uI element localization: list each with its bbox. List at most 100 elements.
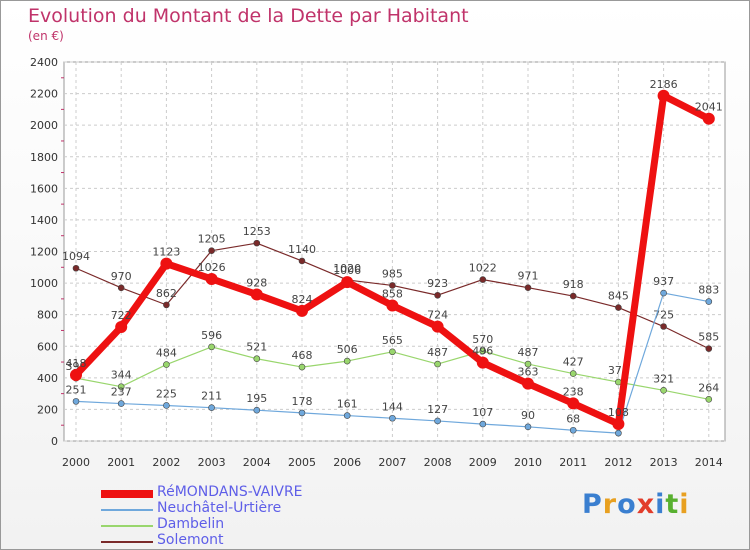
data-point xyxy=(296,304,308,317)
x-tick-label: 2007 xyxy=(378,456,406,469)
data-label: 1140 xyxy=(288,243,316,256)
data-label: 237 xyxy=(111,386,132,399)
data-label: 90 xyxy=(521,409,535,422)
data-label: 496 xyxy=(472,345,493,358)
data-label: 1253 xyxy=(243,225,271,238)
x-tick-label: 2003 xyxy=(198,456,226,469)
y-tick-label: 400 xyxy=(37,372,58,385)
data-point xyxy=(389,282,396,289)
data-point xyxy=(615,429,622,437)
data-point xyxy=(298,363,306,371)
legend-item: Dambelin xyxy=(101,516,421,534)
data-label: 585 xyxy=(698,331,719,344)
logo-letter: o xyxy=(617,489,637,520)
data-label: 225 xyxy=(156,387,177,400)
data-label: 68 xyxy=(566,412,580,425)
data-label: 144 xyxy=(382,400,403,413)
data-label: 487 xyxy=(427,346,448,359)
data-label: 107 xyxy=(472,406,493,419)
data-point xyxy=(117,400,125,407)
data-point xyxy=(615,304,622,311)
data-point xyxy=(163,361,170,368)
data-label: 264 xyxy=(698,381,719,394)
data-label: 487 xyxy=(518,346,539,359)
x-tick-label: 2008 xyxy=(424,456,452,469)
legend-swatch xyxy=(101,525,153,527)
data-label: 1022 xyxy=(469,262,497,275)
x-tick-label: 2014 xyxy=(695,456,723,469)
logo-letter: x xyxy=(636,489,656,520)
data-label: 2041 xyxy=(695,101,723,114)
data-point xyxy=(479,276,487,283)
y-tick-label: 200 xyxy=(37,403,58,416)
data-point xyxy=(160,257,173,270)
data-point xyxy=(522,377,534,390)
data-label: 1123 xyxy=(152,246,180,259)
data-label: 363 xyxy=(518,366,539,379)
data-point xyxy=(208,404,215,411)
y-tick-label: 600 xyxy=(37,340,58,353)
data-label: 570 xyxy=(472,333,493,346)
logo-letter: i xyxy=(679,489,690,520)
data-point xyxy=(389,414,396,422)
data-label: 937 xyxy=(653,275,674,288)
proxiti-logo: Proxiti xyxy=(582,489,690,520)
x-tick-label: 2000 xyxy=(62,456,90,469)
data-point xyxy=(72,398,80,405)
data-point xyxy=(72,264,80,272)
x-tick-label: 2012 xyxy=(604,456,632,469)
data-label: 427 xyxy=(563,356,584,369)
y-tick-label: 2200 xyxy=(30,88,58,101)
data-point xyxy=(479,420,487,428)
data-point xyxy=(341,276,354,289)
y-tick-label: 2400 xyxy=(30,56,58,69)
data-label: 418 xyxy=(66,357,87,370)
data-point xyxy=(567,397,580,410)
data-label: 1006 xyxy=(333,264,361,277)
x-tick-label: 2009 xyxy=(469,456,497,469)
x-tick-label: 2004 xyxy=(243,456,271,469)
data-point xyxy=(117,383,125,390)
line-chart: 0 200 400 600 800 1000 1200 1400 1600 1800 2000 220… xyxy=(30,56,726,469)
data-point xyxy=(434,360,441,368)
data-point xyxy=(705,345,713,352)
data-point xyxy=(117,284,125,292)
legend-label: Neuchâtel-Urtière xyxy=(157,500,282,516)
x-tick-label: 2006 xyxy=(333,456,361,469)
x-tick-label: 2001 xyxy=(107,456,135,469)
y-tick-label: 1200 xyxy=(30,246,58,259)
data-label: 725 xyxy=(653,309,674,322)
data-point xyxy=(389,348,396,356)
x-tick-label: 2010 xyxy=(514,456,542,469)
logo-letter: t xyxy=(665,489,680,520)
legend-item: RéMONDANS-VAIVRE xyxy=(101,484,421,502)
data-point xyxy=(70,368,82,381)
logo-letter: r xyxy=(602,489,618,520)
data-point xyxy=(479,347,487,355)
data-label: 211 xyxy=(201,390,222,403)
data-point xyxy=(705,396,713,403)
legend-label: RéMONDANS-VAIVRE xyxy=(157,484,303,500)
data-label: 178 xyxy=(292,395,313,408)
data-point xyxy=(705,298,713,305)
data-point xyxy=(434,417,441,425)
data-point xyxy=(434,291,441,299)
chart-subtitle: (en €) xyxy=(28,29,64,43)
data-point xyxy=(476,356,489,369)
x-tick-label: 2013 xyxy=(650,456,678,469)
data-point xyxy=(569,426,577,434)
data-label: 195 xyxy=(246,392,267,405)
data-point xyxy=(163,301,170,309)
data-label: 321 xyxy=(653,372,674,385)
y-tick-label: 1600 xyxy=(30,182,58,195)
y-tick-label: 800 xyxy=(37,309,58,322)
y-tick-label: 2000 xyxy=(30,119,58,132)
data-label: 565 xyxy=(382,334,403,347)
data-point xyxy=(569,370,577,377)
data-point xyxy=(343,412,351,419)
data-label: 724 xyxy=(427,309,448,322)
data-label: 923 xyxy=(427,277,448,290)
data-point xyxy=(660,387,667,394)
data-label: 970 xyxy=(111,270,132,283)
data-point xyxy=(205,272,218,285)
